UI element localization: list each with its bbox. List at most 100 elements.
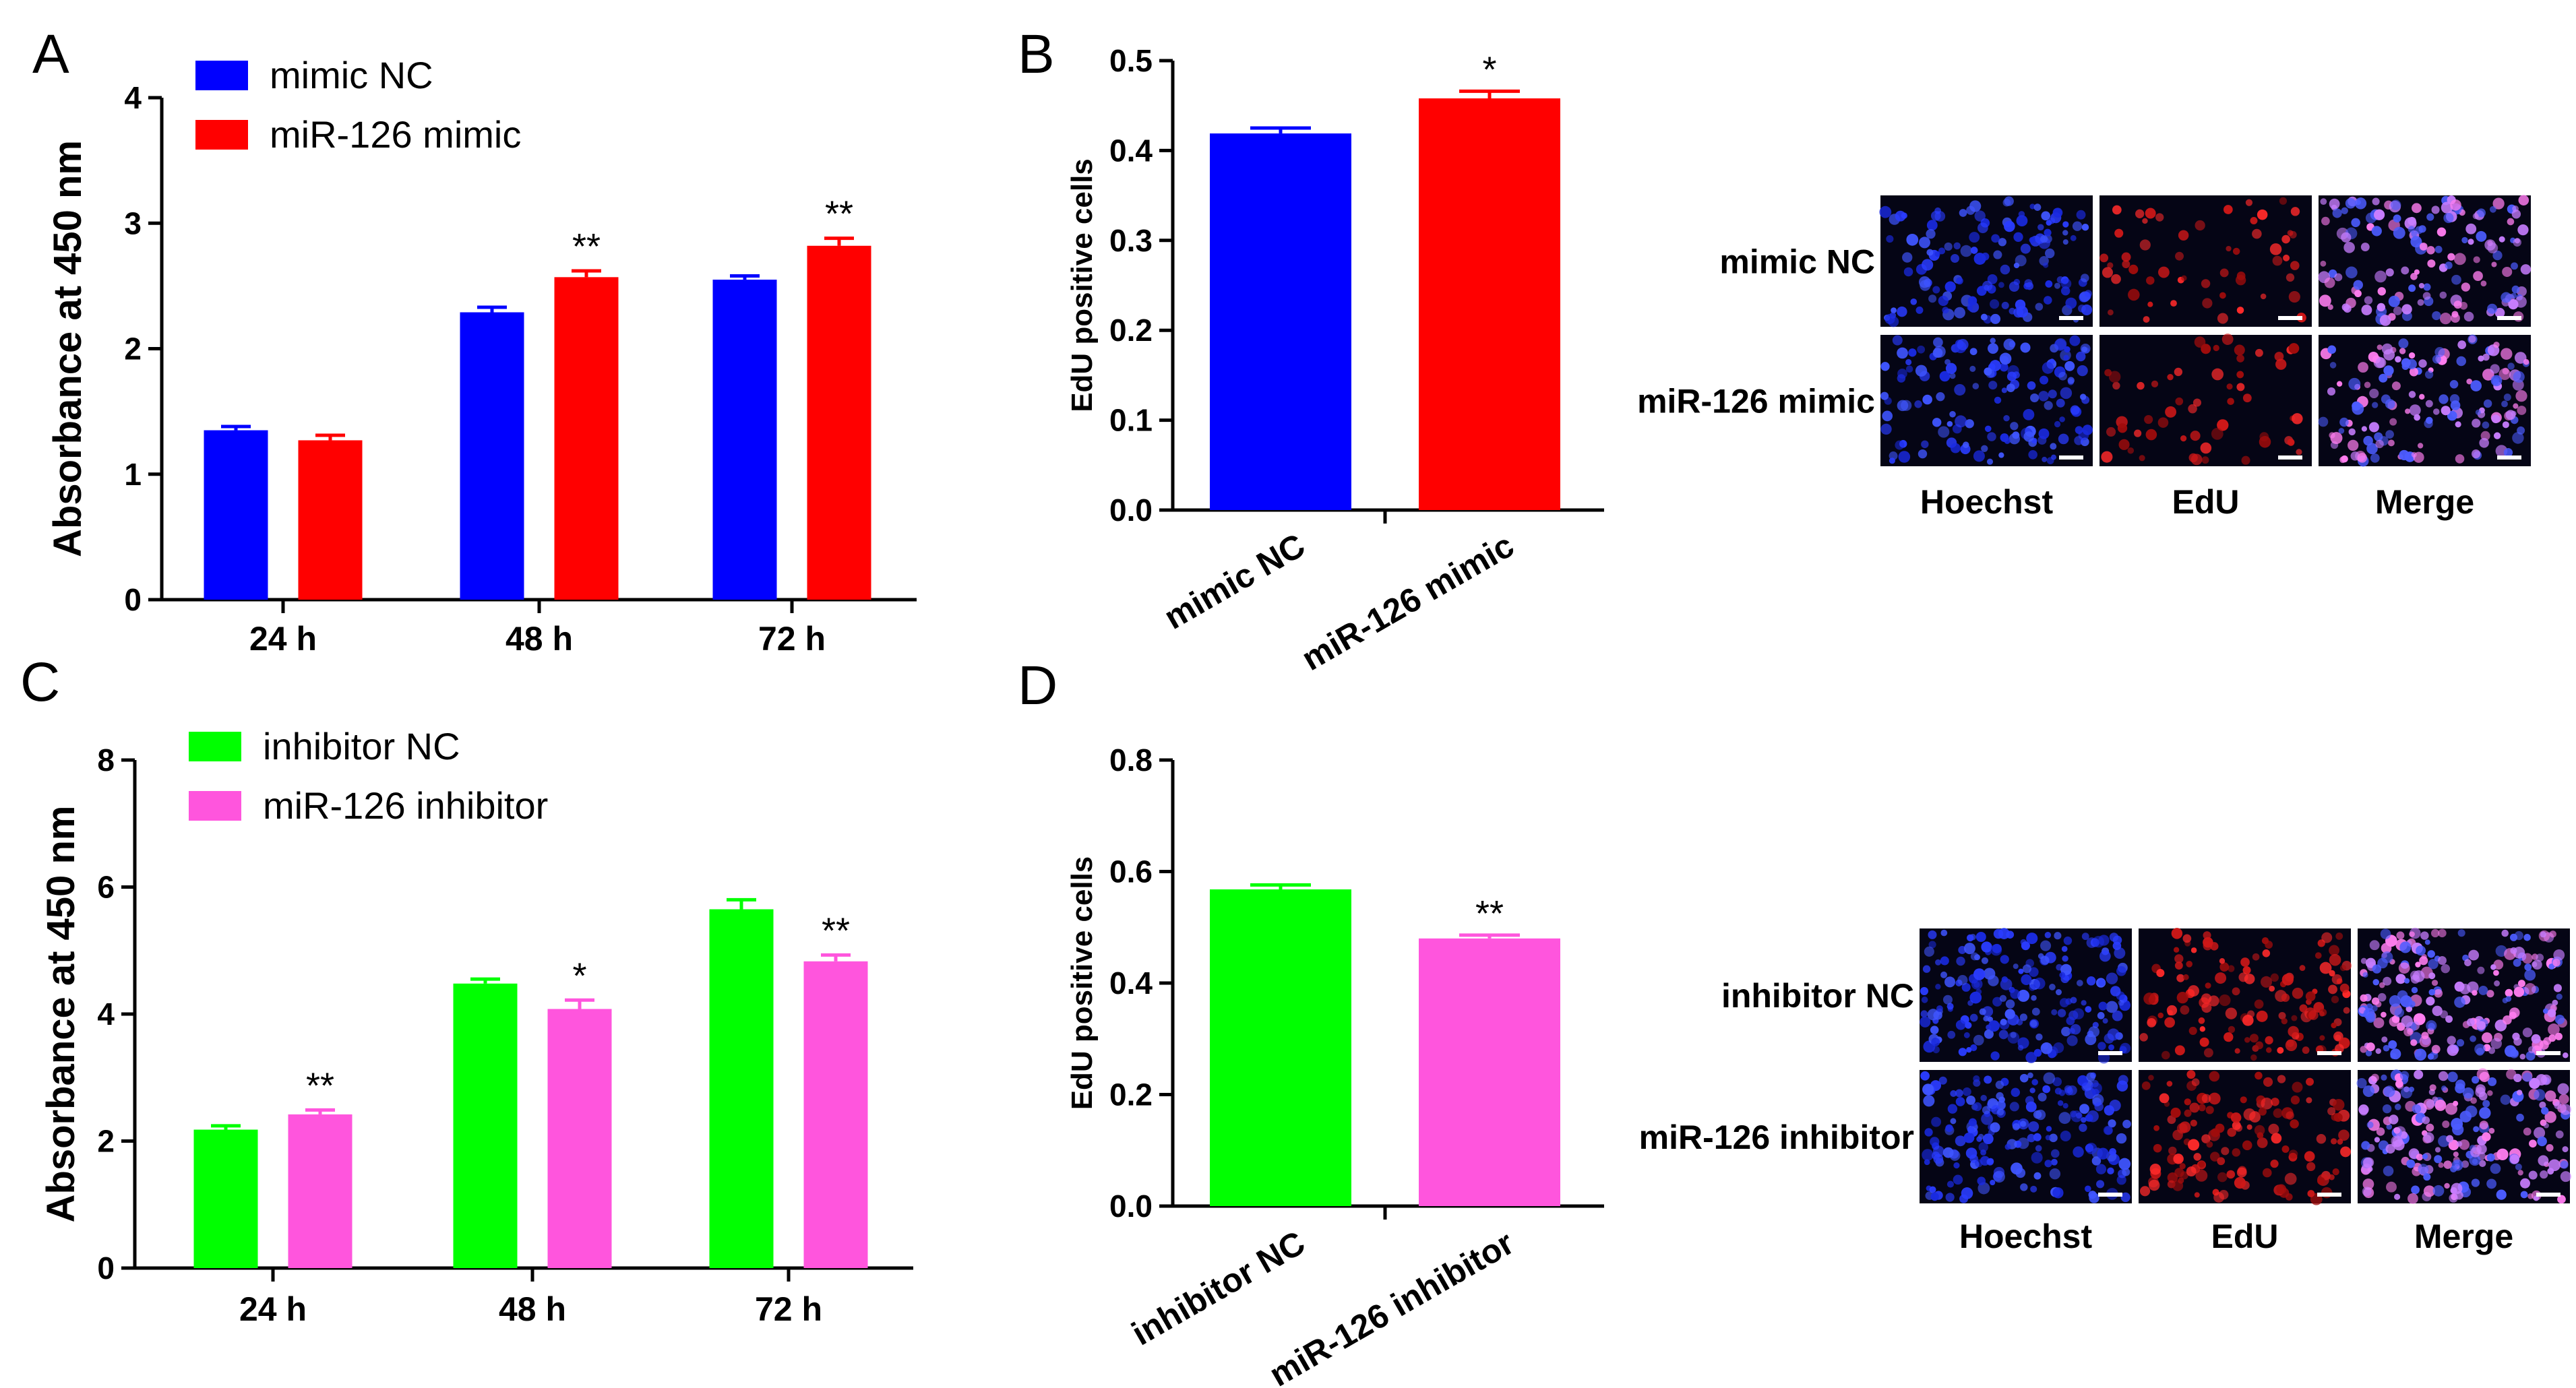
cell-dot [1908, 348, 1917, 357]
cell-dot [1977, 1182, 1990, 1195]
cell-dot [2245, 199, 2253, 206]
cell-dot [2234, 1176, 2246, 1189]
cell-dot [2058, 1112, 2071, 1125]
cell-dot [2377, 287, 2386, 296]
cell-dot [2386, 1181, 2397, 1193]
cell-dot [2360, 957, 2367, 964]
cell-dot [1981, 941, 1992, 953]
cell-dot [2432, 1185, 2445, 1197]
cell-dot [2431, 980, 2439, 986]
cell-dot [2340, 1146, 2351, 1158]
cell-dot [1961, 1187, 1973, 1199]
cell-dot [2339, 417, 2349, 427]
x-tick-label: 48 h [499, 1290, 566, 1328]
cell-dot [2042, 362, 2054, 374]
cell-dot [2081, 346, 2087, 352]
cell-dot [1965, 1021, 1972, 1029]
cell-dot [2428, 988, 2436, 996]
cell-dot [2358, 362, 2368, 373]
cell-dot [2188, 404, 2197, 414]
cell-dot [2020, 243, 2031, 254]
cell-dot [2416, 1154, 2424, 1161]
cell-dot [2345, 266, 2358, 279]
cell-dot [1895, 210, 1906, 222]
cell-dot [2118, 439, 2130, 450]
cell-dot [2184, 1109, 2192, 1117]
cell-dot [2005, 999, 2015, 1009]
cell-dot [2399, 941, 2412, 953]
cell-dot [2065, 297, 2077, 309]
cell-dot [2465, 223, 2477, 234]
cell-dot [2302, 1046, 2310, 1054]
cell-dot [2099, 253, 2109, 263]
cell-dot [1901, 400, 1912, 411]
cell-dot [1950, 1118, 1957, 1125]
cell-dot [1969, 348, 1977, 356]
cell-dot [2505, 996, 2512, 1002]
cell-dot [2335, 932, 2343, 940]
cell-dot [2479, 1121, 2488, 1130]
cell-dot [2425, 400, 2433, 408]
cell-dot [2226, 383, 2233, 390]
cell-dot [2369, 940, 2380, 951]
cell-dot [2528, 1170, 2538, 1180]
cell-dot [2488, 1127, 2495, 1134]
cell-dot [2046, 220, 2052, 226]
image-row-label: mimic NC [1719, 243, 1875, 281]
cell-dot [2343, 1007, 2350, 1014]
cell-dot [2224, 1032, 2234, 1042]
cell-dot [2377, 992, 2387, 1002]
cell-dot [2517, 406, 2527, 415]
cell-dot [2070, 997, 2077, 1004]
cell-dot [2428, 959, 2439, 970]
legend-swatch [189, 732, 241, 761]
cell-dot [1934, 959, 1942, 966]
cell-dot [2548, 1034, 2556, 1042]
cell-dot [2457, 929, 2465, 937]
cell-dot [2505, 1045, 2517, 1057]
cell-dot [1942, 995, 1953, 1005]
cell-dot [2281, 1017, 2288, 1025]
cell-dot [2480, 280, 2487, 287]
cell-dot [2058, 433, 2069, 445]
cell-dot [2020, 1121, 2027, 1127]
cell-dot [2542, 1008, 2549, 1014]
cell-dot [1974, 954, 1980, 961]
cell-dot [2217, 1157, 2226, 1166]
cell-dot [2249, 1034, 2259, 1043]
cell-dot [2432, 311, 2441, 321]
cell-dot [2108, 371, 2121, 383]
cell-dot [2372, 402, 2379, 408]
cell-dot [1954, 307, 1965, 319]
cell-dot [2445, 261, 2453, 270]
cell-dot [2040, 940, 2052, 951]
cell-dot [2217, 313, 2228, 324]
cell-dot [1977, 1176, 1986, 1186]
bar [288, 1114, 352, 1268]
cell-dot [2482, 353, 2490, 361]
cell-dot [2147, 301, 2153, 307]
cell-dot [2437, 956, 2447, 966]
cell-dot [2296, 449, 2302, 455]
cell-dot [2226, 1170, 2236, 1179]
cell-dot [2008, 281, 2020, 292]
cell-dot [2487, 1090, 2493, 1096]
cell-dot [2411, 986, 2418, 994]
cell-dot [1987, 1016, 1994, 1023]
cell-dot [2046, 1126, 2052, 1132]
cell-dot [2082, 424, 2093, 435]
cell-dot [2341, 303, 2350, 311]
cell-dot [2318, 416, 2329, 427]
cell-dot [2035, 303, 2044, 311]
cell-dot [2118, 1158, 2131, 1170]
cell-dot [2390, 1048, 2401, 1060]
cell-dot [2110, 986, 2121, 997]
panel-letter-a: A [32, 24, 69, 85]
cell-dot [2139, 455, 2145, 462]
cell-dot [2354, 197, 2367, 210]
cell-dot [2188, 985, 2199, 997]
x-tick-label: miR-126 mimic [1295, 526, 1521, 678]
cell-dot [2145, 429, 2157, 441]
cell-dot [1921, 997, 1928, 1003]
cell-dot [1998, 452, 2004, 458]
